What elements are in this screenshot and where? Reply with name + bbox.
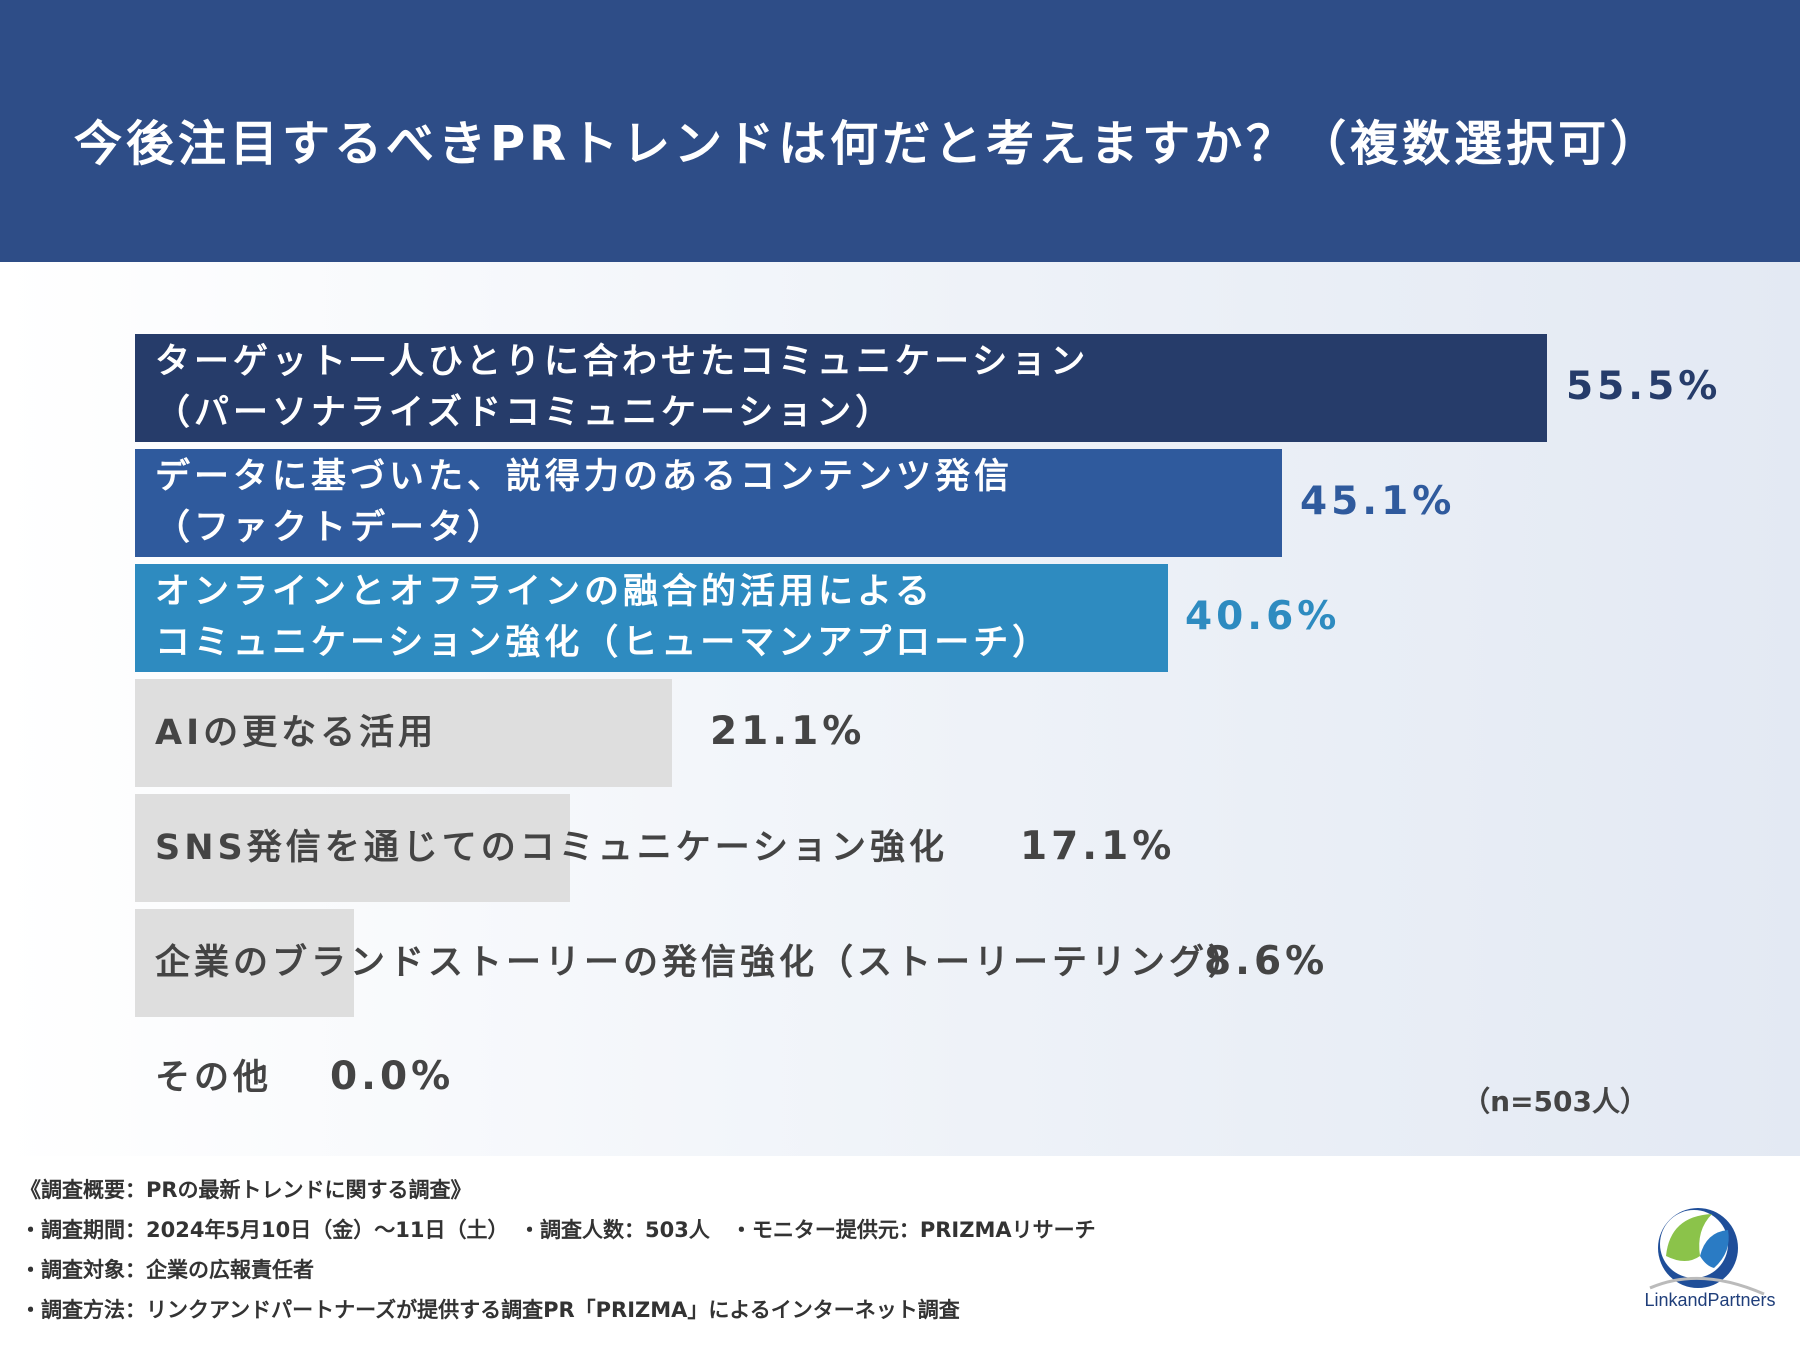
bar-label-1: ターゲット一人ひとりに合わせたコミュニケーション （パーソナライズドコミュニケー…	[155, 342, 1090, 433]
value-label-4: 21.1%	[710, 709, 866, 754]
bar-3	[135, 564, 1168, 672]
bar-6	[135, 909, 354, 1017]
value-label-1: 55.5%	[1566, 364, 1722, 409]
survey-footer: 《調査概要：PRの最新トレンドに関する調査》 ・調査期間：2024年5月10日（…	[0, 1156, 1800, 1350]
footer-line-overview: 《調査概要：PRの最新トレンドに関する調査》	[20, 1178, 472, 1202]
sample-size-note: （n=503人）	[1462, 1085, 1648, 1118]
bar-1	[135, 334, 1547, 442]
footer-line-target: ・調査対象：企業の広報責任者	[20, 1258, 314, 1282]
company-logo-icon	[1649, 1208, 1765, 1296]
bar-2	[135, 449, 1283, 557]
bar-label-4: AIの更なる活用	[155, 712, 438, 753]
bar-label-6: 企業のブランドストーリーの発信強化（ストーリーテリング）	[155, 942, 1248, 983]
bar-label-3: オンラインとオフラインの融合的活用による コミュニケーション強化（ヒューマンアプ…	[155, 572, 1052, 663]
value-label-2: 45.1%	[1300, 479, 1456, 524]
bar-4	[135, 679, 672, 787]
value-label-5: 17.1%	[1020, 824, 1176, 869]
company-logo-text: LinkandPartners	[1644, 1290, 1776, 1310]
value-label-3: 40.6%	[1185, 594, 1341, 639]
bar-5	[135, 794, 571, 902]
footer-line-period: ・調査期間：2024年5月10日（金）〜11日（土） ・調査人数：503人 ・モ…	[20, 1218, 1096, 1242]
value-label-6: 8.6%	[1204, 939, 1329, 984]
bar-label-7: その他	[155, 1057, 273, 1098]
header-banner: 今後注目するべきPRトレンドは何だと考えますか？（複数選択可）	[0, 0, 1800, 262]
value-label-7: 0.0%	[330, 1054, 455, 1099]
page-title: 今後注目するべきPRトレンドは何だと考えますか？（複数選択可）	[74, 116, 1663, 172]
bar-label-5: SNS発信を通じてのコミュニケーション強化	[155, 827, 949, 868]
bar-label-2: データに基づいた、説得力のあるコンテンツ発信 （ファクトデータ）	[155, 457, 1014, 548]
footer-line-method: ・調査方法：リンクアンドパートナーズが提供する調査PR「PRIZMA」によるイン…	[20, 1298, 960, 1322]
